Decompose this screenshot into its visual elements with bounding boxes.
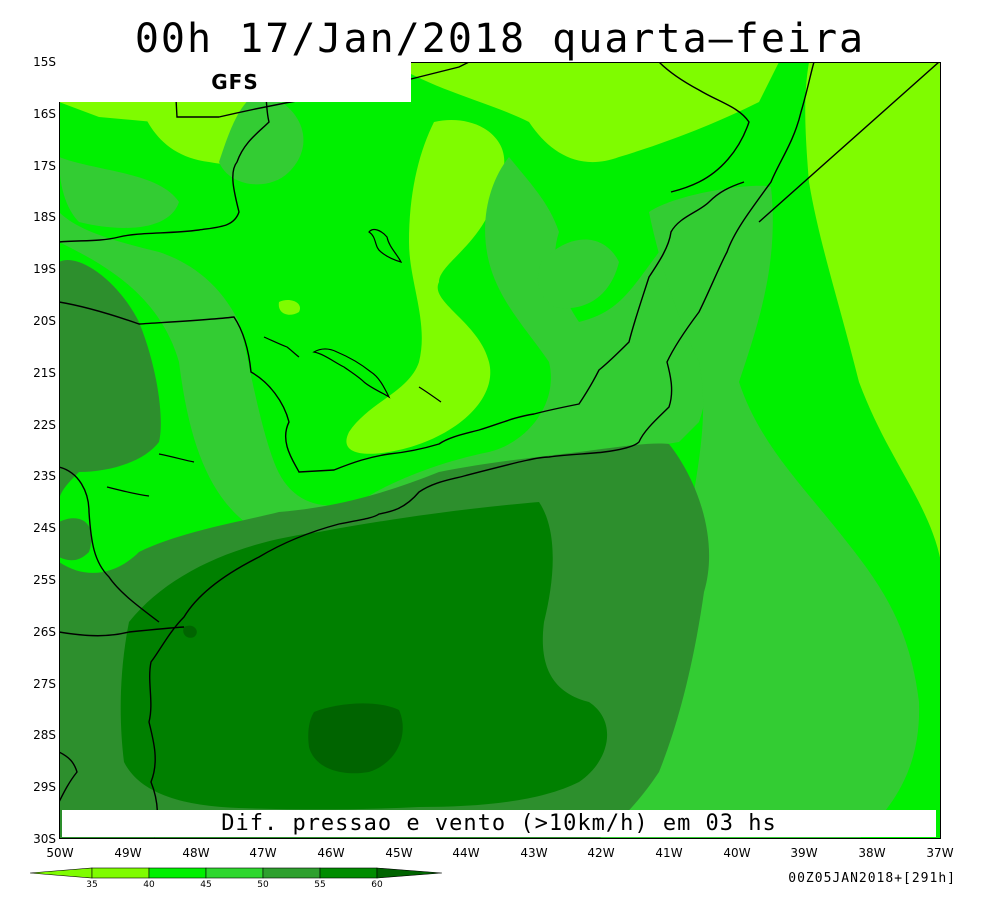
- lat-tick: 28S: [33, 728, 56, 742]
- lat-tick: 16S: [33, 107, 56, 121]
- legend-level: 40: [143, 880, 155, 890]
- lon-tick: 49W: [114, 846, 142, 860]
- lat-tick: 23S: [33, 469, 56, 483]
- pressure-wind-map: [59, 62, 941, 839]
- lat-tick: 27S: [33, 677, 56, 691]
- lon-tick: 40W: [723, 846, 751, 860]
- run-timestamp: 00Z05JAN2018+[291h]: [788, 871, 956, 886]
- lon-tick: 41W: [655, 846, 683, 860]
- lat-tick: 29S: [33, 780, 56, 794]
- legend-level: 50: [257, 880, 269, 890]
- lon-tick: 47W: [249, 846, 277, 860]
- legend-level: 35: [86, 880, 98, 890]
- model-label: GFS: [59, 62, 411, 102]
- lat-tick: 15S: [33, 55, 56, 69]
- lon-tick: 43W: [520, 846, 548, 860]
- lat-tick: 26S: [33, 625, 56, 639]
- lon-tick: 42W: [587, 846, 615, 860]
- lon-tick: 50W: [46, 846, 74, 860]
- lat-tick: 24S: [33, 521, 56, 535]
- map-caption: Dif. pressao e vento (>10km/h) em 03 hs: [62, 810, 936, 837]
- lat-tick: 21S: [33, 366, 56, 380]
- lon-tick: 37W: [926, 846, 954, 860]
- lat-tick: 18S: [33, 210, 56, 224]
- lat-tick: 19S: [33, 262, 56, 276]
- legend-level: 45: [200, 880, 212, 890]
- legend-level: 60: [371, 880, 383, 890]
- legend-colorbar: [30, 867, 442, 879]
- lat-tick: 25S: [33, 573, 56, 587]
- lat-tick: 22S: [33, 418, 56, 432]
- map-canvas: [59, 62, 941, 839]
- map-title: 00h 17/Jan/2018 quarta–feira: [134, 16, 866, 62]
- lon-tick: 39W: [790, 846, 818, 860]
- lon-tick: 46W: [317, 846, 345, 860]
- lat-tick: 30S: [33, 832, 56, 846]
- lon-tick: 48W: [182, 846, 210, 860]
- lon-tick: 44W: [452, 846, 480, 860]
- lon-tick: 45W: [385, 846, 413, 860]
- lat-tick: 20S: [33, 314, 56, 328]
- lon-tick: 38W: [858, 846, 886, 860]
- lat-tick: 17S: [33, 159, 56, 173]
- legend-level: 55: [314, 880, 326, 890]
